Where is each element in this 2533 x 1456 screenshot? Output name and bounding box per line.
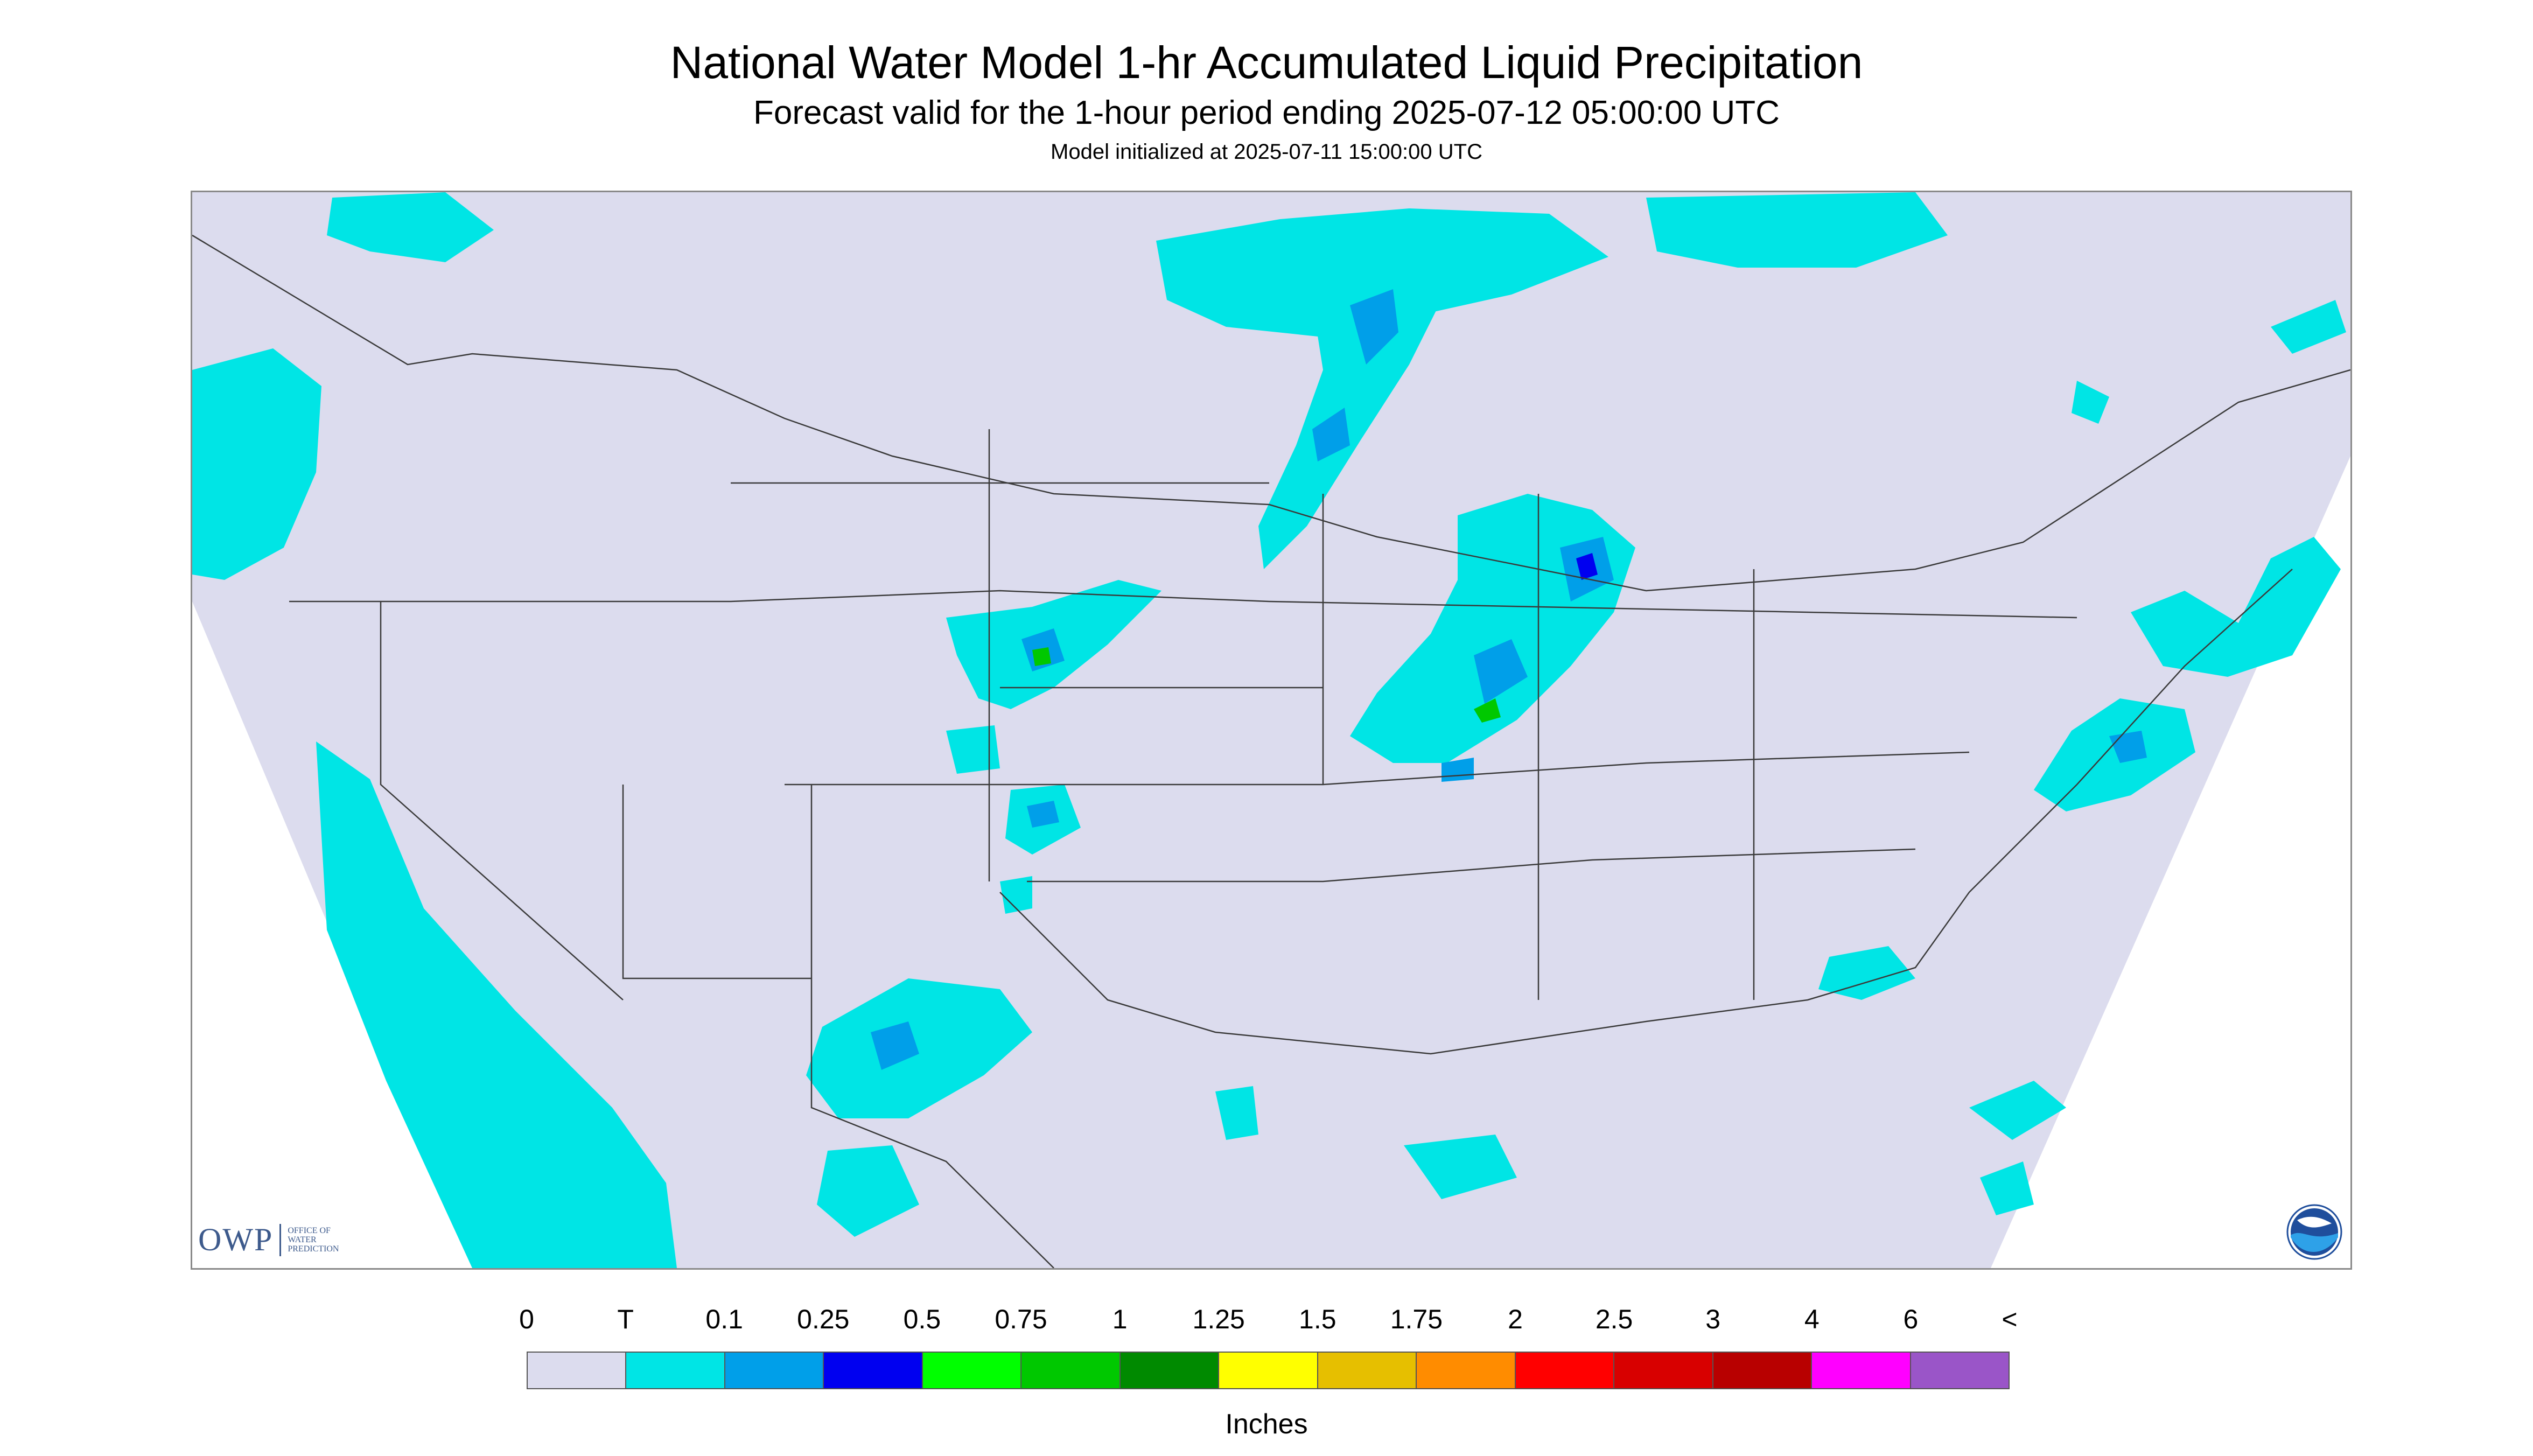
precip-great-lakes-band bbox=[1350, 494, 1635, 782]
legend-tick-label: 2.5 bbox=[1595, 1304, 1633, 1334]
owp-logo-mark: OWP bbox=[198, 1222, 274, 1257]
legend-tick-label: 0.5 bbox=[903, 1304, 941, 1334]
legend-tick-label: T bbox=[617, 1304, 634, 1334]
legend-swatch bbox=[528, 1353, 627, 1388]
legend-swatch bbox=[1812, 1353, 1911, 1388]
legend-swatch bbox=[626, 1353, 725, 1388]
legend-swatch bbox=[1417, 1353, 1516, 1388]
legend-swatch bbox=[1515, 1353, 1615, 1388]
legend-swatch bbox=[1318, 1353, 1417, 1388]
map-canvas bbox=[192, 192, 2350, 1268]
precip-upper-midwest bbox=[1258, 235, 1452, 569]
precip-central-plains bbox=[946, 580, 1161, 914]
owp-logo: OWP Office of Water Prediction bbox=[198, 1221, 352, 1258]
legend-tick-label: 1.25 bbox=[1192, 1304, 1245, 1334]
legend-tick-label: 2 bbox=[1508, 1304, 1523, 1334]
model-init-text: Model initialized at 2025-07-11 15:00:00… bbox=[1051, 140, 1482, 164]
legend-tick-label: < bbox=[2002, 1304, 2018, 1334]
legend-swatch bbox=[1219, 1353, 1318, 1388]
legend-tick-label: 6 bbox=[1903, 1304, 1919, 1334]
legend-swatch bbox=[725, 1353, 824, 1388]
legend-swatch bbox=[922, 1353, 1022, 1388]
precipitation-map bbox=[191, 191, 2352, 1270]
legend-swatch bbox=[1911, 1353, 2009, 1388]
legend-tick-label: 1.75 bbox=[1390, 1304, 1443, 1334]
boundaries bbox=[192, 234, 2350, 1268]
owp-logo-text: Office of Water Prediction bbox=[288, 1226, 339, 1254]
legend-swatch bbox=[1614, 1353, 1713, 1388]
forecast-valid-subtitle: Forecast valid for the 1-hour period end… bbox=[753, 94, 1780, 131]
precip-east-coast bbox=[1404, 537, 2341, 1215]
legend-tick-label: 1 bbox=[1112, 1304, 1128, 1334]
legend-swatch bbox=[824, 1353, 923, 1388]
legend-tick-label: 0.1 bbox=[705, 1304, 743, 1334]
legend-swatch bbox=[1021, 1353, 1121, 1388]
legend-tick-label: 0.75 bbox=[995, 1304, 1047, 1334]
legend-tick-label: 0 bbox=[519, 1304, 534, 1334]
legend-tick-label: 4 bbox=[1804, 1304, 1820, 1334]
legend-swatch bbox=[1713, 1353, 1813, 1388]
precip-west-coast bbox=[192, 348, 677, 1268]
map-title: National Water Model 1-hr Accumulated Li… bbox=[670, 37, 1863, 88]
legend-units: Inches bbox=[1225, 1409, 1308, 1440]
legend-labels: 0 T 0.1 0.25 0.5 0.75 1 1.25 1.5 1.75 2 2.5 3 4 6 < bbox=[0, 1303, 2533, 1341]
legend-colorbar bbox=[527, 1352, 2010, 1389]
legend-tick-label: 3 bbox=[1705, 1304, 1721, 1334]
legend-swatch bbox=[1120, 1353, 1220, 1388]
precip-southwest bbox=[806, 978, 1258, 1237]
legend-tick-label: 0.25 bbox=[797, 1304, 850, 1334]
owp-logo-separator bbox=[279, 1223, 282, 1256]
noaa-logo bbox=[2286, 1204, 2342, 1260]
legend-tick-label: 1.5 bbox=[1299, 1304, 1337, 1334]
